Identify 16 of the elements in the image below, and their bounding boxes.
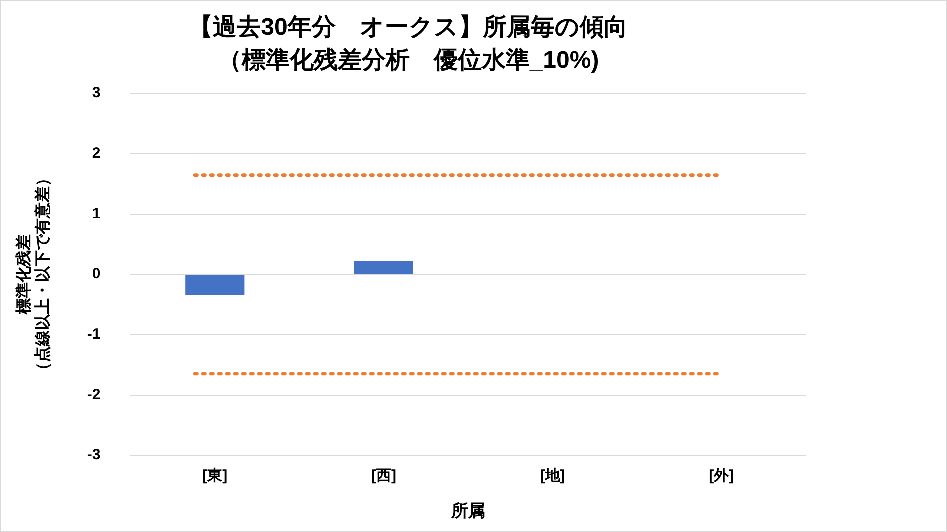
chart-subtitle: （標準化残差分析 優位水準_10%)	[218, 46, 600, 74]
y-tick-label: 2	[92, 145, 101, 162]
y-tick-label: -2	[87, 386, 101, 404]
y-tick-label: -3	[87, 446, 101, 464]
y-tick-label: -1	[87, 326, 101, 344]
y-tick-label: 3	[92, 84, 101, 102]
x-tick-label: [東]	[202, 468, 228, 485]
chart-title: 【過去30年分 オークス】所属毎の傾向	[189, 14, 628, 42]
text: 標準化残差	[16, 234, 34, 315]
x-axis-title: 所属	[450, 501, 486, 520]
x-tick-label: [地]	[540, 468, 566, 485]
x-tick-label: [西]	[371, 468, 396, 485]
x-tick-label: [外]	[709, 468, 734, 485]
text: （点線以上・以下で有意差）	[35, 170, 52, 379]
y-tick-label: 1	[92, 205, 101, 222]
y-tick-label: 0	[92, 266, 101, 283]
